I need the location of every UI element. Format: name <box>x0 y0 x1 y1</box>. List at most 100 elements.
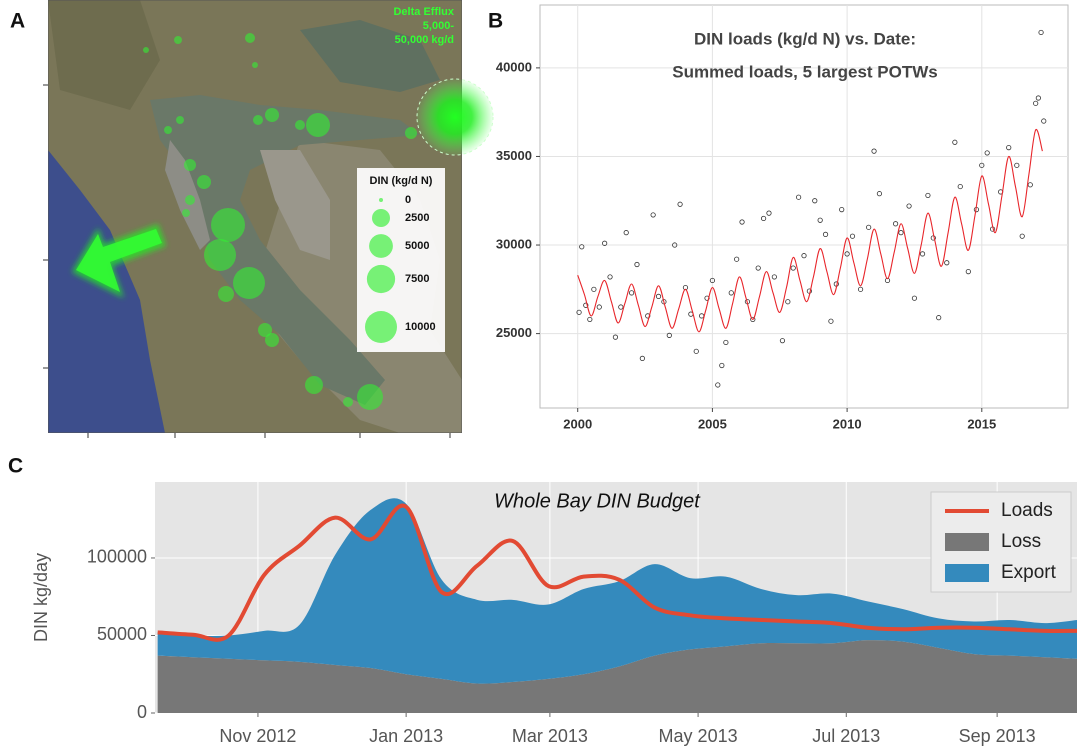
data-point <box>1041 118 1047 124</box>
data-point <box>828 318 834 324</box>
data-point <box>591 286 597 292</box>
data-point <box>709 277 716 284</box>
bubble <box>184 194 196 206</box>
data-point <box>911 295 918 301</box>
data-point <box>844 251 850 257</box>
legend-label: Loads <box>1001 500 1053 521</box>
bubble <box>252 114 264 126</box>
legend-label: 10000 <box>405 321 436 333</box>
bubble <box>204 239 236 271</box>
data-point <box>728 290 734 296</box>
x-tick-label: May 2013 <box>659 726 738 746</box>
legend-title: DIN (kg/d N) <box>370 175 433 187</box>
area <box>157 498 1077 684</box>
data-point <box>618 304 624 310</box>
legend-label: Export <box>1001 562 1057 583</box>
legend-bubble <box>365 311 397 343</box>
bubble <box>294 119 306 131</box>
y-tick-label: 50000 <box>97 624 147 644</box>
bubble <box>217 285 235 303</box>
panel-a: A Delta Efflux 5,000- 50,000 kg/d DIN (kg/d … <box>10 6 455 410</box>
data-point <box>822 231 829 237</box>
export-arrow <box>76 229 162 292</box>
data-point <box>919 251 926 257</box>
data-point <box>817 217 823 223</box>
data-point <box>766 210 772 216</box>
data-point <box>596 304 602 310</box>
data-point <box>898 230 904 236</box>
bubble <box>305 376 323 394</box>
data-point <box>796 194 802 200</box>
bubble <box>404 126 418 140</box>
bubble <box>357 384 383 410</box>
chart-title: Whole Bay DIN Budget <box>494 490 701 512</box>
panel-c: C 0 50000 100000 Nov 2012 Jan 2013 Mar 2013 May… <box>8 455 1077 746</box>
data-point <box>602 240 608 246</box>
y-tick-label: 30000 <box>496 236 532 251</box>
bubble <box>174 36 182 44</box>
bubble <box>143 47 149 53</box>
data-point <box>965 268 971 275</box>
data-point <box>812 198 818 204</box>
bubble <box>257 322 273 338</box>
fit-line <box>577 129 1043 333</box>
bubble <box>252 62 258 68</box>
data-point <box>587 316 593 323</box>
legend-label: 2500 <box>405 212 429 224</box>
data-point <box>650 212 656 218</box>
data-point <box>785 299 791 305</box>
y-tick-label: 25000 <box>496 325 532 340</box>
area <box>157 640 1077 713</box>
data-point <box>704 295 710 301</box>
data-point <box>957 183 963 190</box>
panel-label: C <box>8 455 23 478</box>
data-point <box>583 302 589 308</box>
legend-label: Loss <box>1001 531 1041 552</box>
legend-swatch <box>945 533 989 551</box>
data-point <box>952 139 958 145</box>
data-point <box>857 286 864 292</box>
line <box>157 503 1077 642</box>
bubble <box>176 116 184 124</box>
data-point <box>849 233 856 239</box>
delta-efflux-marker <box>416 78 494 156</box>
bubble <box>182 209 190 217</box>
bubble <box>244 32 256 44</box>
annotation: 50,000 kg/d <box>395 34 454 46</box>
plot-b-background <box>539 4 1069 409</box>
y-tick-label: 35000 <box>496 148 532 163</box>
data-point <box>1035 95 1041 101</box>
data-point <box>628 290 635 296</box>
x-tick-label: 2000 <box>563 416 592 431</box>
panel-b: B 25000 30000 35000 40000 2000 2005 2010 2015 DIN… <box>488 5 1068 431</box>
data-point <box>715 382 721 388</box>
y-tick-label: 0 <box>137 702 147 722</box>
data-point <box>666 332 672 338</box>
data-point <box>1014 162 1020 168</box>
data-point <box>925 192 931 199</box>
data-point <box>1019 233 1025 239</box>
data-point <box>719 362 725 369</box>
x-tick-label: 2010 <box>833 416 862 431</box>
legend-bubble <box>372 209 390 227</box>
legend-label: 7500 <box>405 273 429 285</box>
x-tick-label: Mar 2013 <box>512 726 588 746</box>
bubble <box>342 396 354 408</box>
data-point <box>771 274 777 280</box>
data-point <box>645 313 651 319</box>
annotation: 5,000- <box>423 20 455 32</box>
legend-label: 5000 <box>405 240 429 252</box>
chart-title: DIN loads (kg/d N) vs. Date: <box>694 29 916 48</box>
data-point <box>612 334 619 340</box>
data-point <box>944 260 950 266</box>
x-tick-label: Nov 2012 <box>219 726 296 746</box>
y-tick-label: 100000 <box>87 547 147 567</box>
legend-swatch <box>945 564 989 582</box>
data-point <box>1027 182 1033 188</box>
bubble <box>164 126 172 134</box>
bubble <box>264 332 280 348</box>
data-point <box>979 162 985 168</box>
data-point <box>639 355 645 361</box>
data-point <box>755 265 761 271</box>
